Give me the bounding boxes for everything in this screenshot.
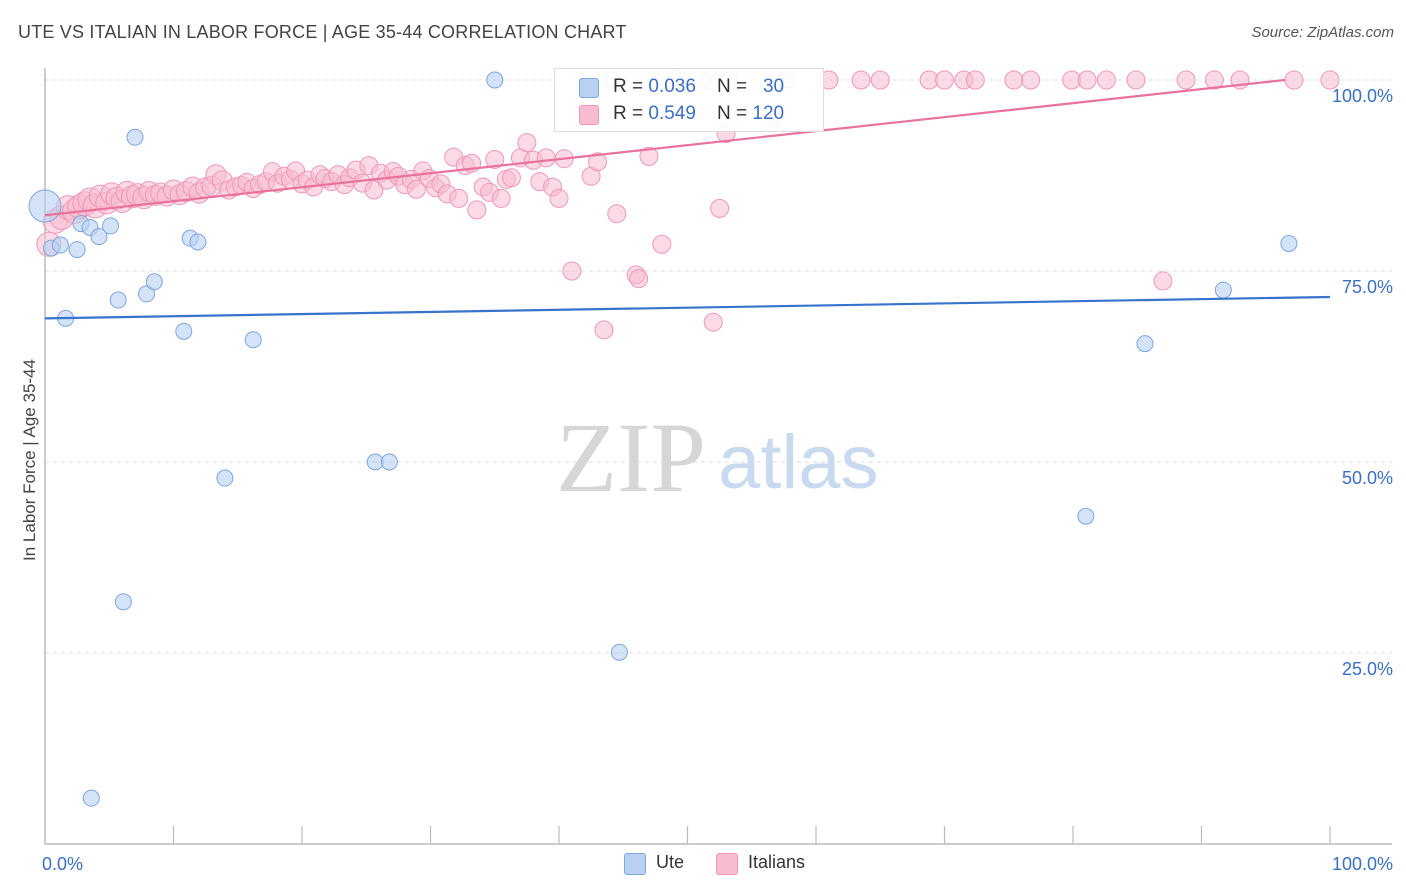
legend-swatch-ute: [579, 78, 599, 98]
ute-point: [216, 469, 234, 487]
tick-labels: 25.0% 50.0% 75.0% 100.0% 0.0% 100.0%: [42, 86, 1393, 874]
italians-point: [935, 70, 954, 90]
italians-trendline: [44, 78, 1286, 217]
watermark-zip: ZIP: [556, 402, 706, 513]
italians-point: [549, 188, 569, 208]
ute-point: [1136, 335, 1154, 353]
italians-point: [449, 188, 469, 208]
italians-point: [588, 152, 608, 172]
italians-point: [517, 133, 537, 153]
bottom-swatch-ute: [624, 853, 646, 875]
ute-point: [51, 236, 69, 254]
italians-point: [1021, 70, 1041, 90]
ute-point: [610, 643, 628, 661]
italians-point: [1004, 70, 1024, 90]
ute-point: [145, 273, 163, 291]
ute-point: [138, 285, 156, 303]
italians-point: [562, 261, 582, 281]
y-tick-label-100: 100.0%: [1332, 86, 1393, 106]
ute-point: [175, 322, 193, 340]
source-label: Source: ZipAtlas.com: [1251, 24, 1394, 41]
ute-point: [380, 453, 398, 471]
italians-point: [485, 149, 505, 169]
ute-point: [126, 128, 144, 146]
italians-point: [406, 179, 426, 199]
ute-point: [102, 217, 120, 235]
ute-trendline: [44, 295, 1331, 320]
italians-point: [1320, 70, 1340, 90]
ute-point: [486, 71, 504, 89]
legend-swatch-italians: [579, 105, 599, 125]
ute-point: [68, 241, 86, 259]
ute-point: [1077, 507, 1095, 525]
legend-italians-n-value: 120: [752, 103, 785, 124]
italians-point: [1153, 271, 1173, 291]
italians-point: [491, 188, 511, 208]
x-tick-label-max: 100.0%: [1332, 854, 1393, 874]
chart-title: UTE VS ITALIAN IN LABOR FORCE | AGE 35-4…: [18, 22, 627, 42]
y-tick-label-75: 75.0%: [1342, 277, 1393, 297]
ute-point: [189, 233, 207, 251]
axes: [44, 68, 1392, 845]
watermark: ZIP atlas: [556, 402, 879, 513]
trendlines: [44, 78, 1331, 320]
x-tick-label-min: 0.0%: [42, 854, 83, 874]
ute-point: [244, 331, 262, 349]
italians-point: [652, 234, 672, 254]
bottom-label-ute: Ute: [656, 852, 685, 872]
italians-point: [536, 148, 556, 168]
italians-point: [965, 70, 985, 90]
ute-point: [90, 228, 108, 246]
bottom-label-italians: Italians: [748, 852, 806, 872]
ute-point: [366, 453, 384, 471]
italians-point: [639, 146, 659, 166]
legend-ute-r-value: 0.036: [648, 76, 696, 97]
italians-point: [1096, 70, 1116, 90]
legend-ute-n-label: N =: [717, 76, 753, 97]
ute-point: [82, 789, 100, 807]
italians-point: [629, 269, 649, 289]
ute-point: [1214, 281, 1232, 299]
italians-point: [1204, 70, 1224, 90]
gridlines: [45, 79, 1392, 654]
bottom-swatch-italians: [716, 853, 738, 875]
italians-point: [1284, 70, 1304, 90]
legend-ute-r-label: R =: [613, 76, 649, 97]
italians-point: [607, 204, 627, 224]
italians-point: [594, 320, 614, 340]
y-tick-label-25: 25.0%: [1342, 659, 1393, 679]
italians-point: [870, 70, 890, 90]
italians-point: [710, 198, 730, 218]
ute-point: [109, 291, 127, 309]
italians-point: [851, 70, 871, 90]
legend-italians-r-value: 0.549: [648, 103, 696, 124]
italians-point: [1077, 70, 1097, 90]
ute-point: [28, 189, 62, 223]
legend-italians-r-label: R =: [613, 103, 649, 124]
ute-point: [114, 593, 132, 611]
legend-ute-n-value: 30: [762, 76, 785, 97]
italians-point: [364, 180, 384, 200]
italians-point: [703, 312, 723, 332]
y-tick-label-50: 50.0%: [1342, 468, 1393, 488]
italians-point: [1126, 70, 1146, 90]
italians-point: [1176, 70, 1196, 90]
legend-italians-n-label: N =: [717, 103, 753, 124]
italians-point: [501, 168, 521, 188]
watermark-atlas: atlas: [718, 420, 879, 505]
italians-point: [467, 200, 487, 220]
ute-point: [1280, 234, 1298, 252]
correlation-legend: R = 0.036 N = 30 R = 0.549 N = 120: [554, 68, 824, 132]
